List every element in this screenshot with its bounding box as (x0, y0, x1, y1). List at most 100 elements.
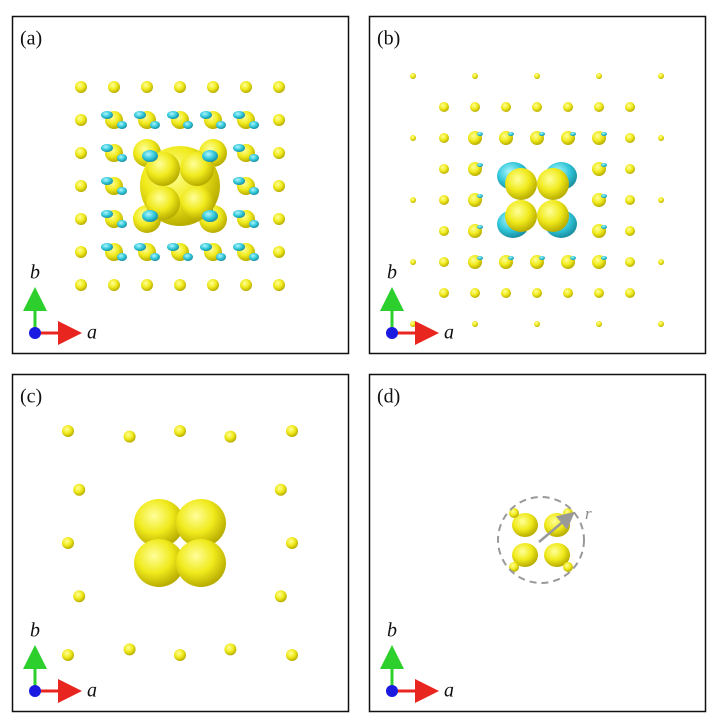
isosurface-lobe-negative (570, 256, 576, 260)
isosurface-lobe (512, 513, 538, 537)
isosurface-lobe-negative (134, 111, 146, 119)
radius-label: r (585, 504, 592, 523)
isosurface-lobe (505, 200, 537, 232)
radius-arrow (538, 511, 575, 543)
isosurface-lobe (141, 279, 153, 291)
isosurface-lobe-negative (539, 132, 545, 136)
axis-label-x: a (444, 680, 454, 702)
isosurface-lobe-negative (508, 256, 514, 260)
isosurface-lobe (176, 499, 226, 547)
isosurface-lobe (537, 200, 569, 232)
isosurface-lobe (286, 537, 298, 549)
isosurface-lobe (108, 279, 120, 291)
isosurface-lobe-negative (167, 111, 179, 119)
isosurface-lobe (240, 279, 252, 291)
isosurface-lobe (625, 164, 635, 174)
isosurface-lobe-negative (117, 154, 127, 162)
isosurface-lobe (273, 180, 285, 192)
isosurface-lobe-negative (101, 243, 113, 251)
isosurface-lobe (596, 321, 602, 327)
isosurface-lobe (62, 537, 74, 549)
isosurface-lobe (594, 102, 604, 112)
panel: (b) a b (368, 15, 707, 355)
isosurface-lobe-negative (233, 177, 245, 185)
isosurface-lobe-negative (117, 253, 127, 261)
isosurface-lobe-negative (142, 210, 158, 222)
cutoff-circle (497, 496, 585, 584)
isosurface-lobe-negative (601, 256, 607, 260)
isosurface-lobe (596, 73, 602, 79)
isosurface-lobe (75, 180, 87, 192)
isosurface-lobe (625, 226, 635, 236)
isosurface-lobe-negative (101, 144, 113, 152)
isosurface-lobe-negative (249, 253, 259, 261)
isosurface-lobe (73, 590, 86, 603)
isosurface-lobe (410, 73, 416, 79)
isosurface-lobe (410, 321, 416, 327)
isosurface-lobe (273, 114, 285, 126)
panel-frame (368, 373, 707, 713)
isosurface-lobe-negative (233, 243, 245, 251)
axis-label-y: b (30, 620, 40, 642)
isosurface-lobe (532, 288, 542, 298)
isosurface-lobe (75, 81, 87, 93)
isosurface-lobe (658, 135, 664, 141)
isosurface-lobe-negative (477, 194, 483, 198)
isosurface-lobe-negative (200, 111, 212, 119)
axis-origin (386, 327, 398, 339)
isosurface-lobe (410, 259, 416, 265)
isosurface-lobe-negative (601, 225, 607, 229)
isosurface-lobe-negative (101, 111, 113, 119)
isosurface-lobe (509, 562, 519, 572)
isosurface-lobe-negative (477, 163, 483, 167)
isosurface-lobe-negative (117, 220, 127, 228)
isosurface-lobe (410, 197, 416, 203)
isosurface-lobe-negative (601, 194, 607, 198)
isosurface-lobe (207, 81, 219, 93)
isosurface-lobe-negative (202, 150, 218, 162)
isosurface-lobe (274, 590, 287, 603)
isosurface-lobe (174, 425, 186, 437)
isosurface-lobe-negative (117, 187, 127, 195)
isosurface-lobe (563, 102, 573, 112)
isosurface-lobe (75, 147, 87, 159)
isosurface-lobe-negative (150, 121, 160, 129)
axis-label-y: b (387, 620, 397, 642)
isosurface-lobe (470, 102, 480, 112)
isosurface-lobe (658, 73, 664, 79)
isosurface-lobe-negative (539, 256, 545, 260)
isosurface-lobe-negative (150, 253, 160, 261)
isosurface-lobe (544, 543, 570, 567)
isosurface-lobe (174, 649, 186, 661)
isosurface-lobe-negative (477, 225, 483, 229)
isosurface-lobe (75, 246, 87, 258)
isosurface-lobe (625, 133, 635, 143)
isosurface-lobe (534, 321, 540, 327)
isosurface-lobe (658, 321, 664, 327)
isosurface-lobe (108, 81, 120, 93)
isosurface-lobe (594, 288, 604, 298)
isosurface-lobe (563, 562, 573, 572)
isosurface-lobe-negative (477, 132, 483, 136)
isosurface-lobe (625, 288, 635, 298)
isosurface-lobe (472, 73, 478, 79)
axis-label-x: a (87, 680, 97, 702)
isosurface-lobe (274, 483, 287, 496)
isosurface-lobe (141, 81, 153, 93)
isosurface-lobe-negative (167, 243, 179, 251)
isosurface-lobe (75, 114, 87, 126)
isosurface-lobe-negative (601, 163, 607, 167)
isosurface-lobe-negative (233, 210, 245, 218)
isosurface-lobe-negative (216, 253, 226, 261)
isosurface-lobe (123, 430, 136, 443)
axis-label-x: a (87, 322, 97, 344)
axis-label-y: b (387, 262, 397, 284)
isosurface-lobe (532, 102, 542, 112)
isosurface-lobe (176, 539, 226, 587)
isosurface-lobe (439, 195, 449, 205)
isosurface-lobe (563, 288, 573, 298)
isosurface-lobe (62, 425, 74, 437)
axis-label-x: a (444, 322, 454, 344)
isosurface-lobe (410, 135, 416, 141)
